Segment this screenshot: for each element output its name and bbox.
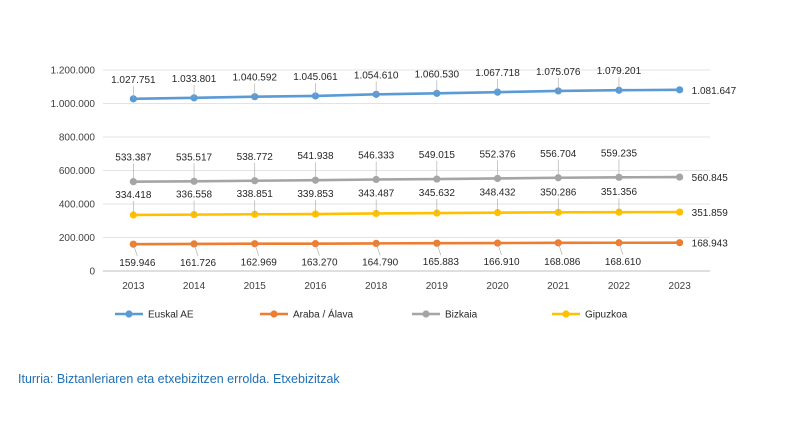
data-label: 1.081.647: [692, 86, 737, 97]
data-label: 348.432: [479, 188, 516, 199]
y-axis: 0 200.000 400.000 600.000 800.000 1.000.000 1.…: [51, 66, 96, 278]
data-label: 336.558: [176, 190, 213, 201]
y-tick-label: 200.000: [59, 233, 96, 244]
x-tick-label: 2023: [669, 281, 692, 292]
x-tick-label: 2014: [183, 281, 206, 292]
legend-marker-1: [270, 310, 278, 318]
data-label: 1.040.592: [233, 73, 278, 84]
data-point: [311, 240, 320, 248]
grid-lines: [103, 69, 710, 272]
data-label: 546.333: [358, 150, 395, 161]
y-tick-label: 600.000: [59, 166, 96, 177]
legend-marker-3: [562, 310, 570, 318]
data-point: [676, 239, 684, 247]
data-point: [676, 208, 684, 216]
data-label: 168.610: [605, 257, 642, 268]
legend-label-3: Gipuzkoa: [585, 310, 628, 321]
line-chart: 0 200.000 400.000 600.000 800.000 1.000.000 1.…: [51, 66, 737, 321]
x-tick-label: 2019: [426, 281, 449, 292]
source-note: Iturria: Biztanleriaren eta etxebizitzen…: [18, 372, 340, 386]
data-label: 168.943: [692, 239, 729, 250]
data-label: 556.704: [540, 149, 577, 160]
data-label: 552.376: [479, 149, 516, 160]
data-label: 165.883: [423, 257, 460, 268]
x-tick-label: 2015: [244, 281, 267, 292]
data-label: 168.086: [544, 257, 581, 268]
series-line-2: [133, 175, 680, 183]
y-tick-label: 800.000: [59, 133, 96, 144]
data-label: 162.969: [241, 258, 278, 269]
data-label: 350.286: [540, 187, 577, 198]
data-label: 334.418: [115, 190, 152, 201]
data-label: 533.387: [115, 153, 152, 164]
x-tick-label: 2018: [365, 281, 388, 292]
label-leader: [133, 244, 138, 257]
series-line-0: [133, 88, 680, 101]
y-tick-label: 400.000: [59, 200, 96, 211]
series-line-1: [133, 241, 680, 246]
legend-label-1: Araba / Álava: [293, 308, 353, 321]
x-tick-label: 2021: [547, 281, 570, 292]
data-label: 1.045.061: [293, 72, 338, 83]
x-axis: 2013 2014 2015 2016 2018 2019 2020 2021 2022 2023: [122, 281, 691, 292]
legend-label-0: Euskal AE: [148, 310, 194, 321]
data-label: 549.015: [419, 150, 456, 161]
data-label: 161.726: [180, 258, 217, 269]
data-label: 1.060.530: [415, 69, 460, 80]
label-leader: [557, 242, 563, 255]
legend-marker-2: [422, 310, 430, 318]
data-label: 535.517: [176, 152, 213, 163]
data-label: 159.946: [119, 258, 156, 269]
data-label: 1.067.718: [475, 68, 520, 79]
data-label: 345.632: [419, 188, 456, 199]
data-label: 1.033.801: [172, 74, 217, 85]
data-point: [676, 86, 684, 94]
series-line-3: [133, 210, 680, 217]
data-label: 538.772: [237, 152, 274, 163]
data-label: 166.910: [483, 257, 520, 268]
legend-label-2: Bizkaia: [445, 310, 478, 321]
legend: Euskal AE Araba / Álava Bizkaia Gipuzkoa: [115, 308, 628, 321]
y-tick-label: 0: [89, 267, 95, 278]
y-tick-label: 1.000.000: [51, 99, 96, 110]
label-leader: [436, 243, 442, 256]
data-label: 338.851: [237, 189, 274, 200]
data-label: 1.079.201: [597, 66, 642, 77]
series-group: [129, 86, 684, 248]
x-tick-label: 2022: [608, 281, 631, 292]
data-label: 541.938: [297, 151, 334, 162]
data-label: 351.356: [601, 187, 638, 198]
label-leader: [375, 243, 381, 256]
x-tick-label: 2016: [304, 281, 327, 292]
data-label: 339.853: [297, 189, 334, 200]
data-label: 1.054.610: [354, 70, 399, 81]
data-label: 163.270: [301, 258, 338, 269]
data-label: 164.790: [362, 257, 399, 268]
label-leader: [315, 243, 320, 256]
legend-marker-0: [125, 310, 133, 318]
data-label: 1.027.751: [111, 75, 156, 86]
data-label: 1.075.076: [536, 67, 581, 78]
label-leader: [254, 243, 260, 256]
x-tick-label: 2020: [486, 281, 509, 292]
data-label: 343.487: [358, 188, 395, 199]
y-tick-label: 1.200.000: [51, 66, 96, 77]
data-point: [676, 173, 684, 181]
data-label: 560.845: [692, 173, 729, 184]
data-labels: 1.027.751 1.033.801 1.040.592 1.045.061 1.05…: [111, 66, 736, 269]
data-label: 559.235: [601, 148, 638, 159]
label-leader: [497, 242, 502, 256]
data-label: 351.859: [692, 208, 729, 219]
label-leader: [618, 242, 624, 255]
data-point: [554, 239, 562, 247]
data-point: [190, 240, 198, 248]
label-leader: [193, 243, 199, 257]
x-tick-label: 2013: [122, 281, 145, 292]
